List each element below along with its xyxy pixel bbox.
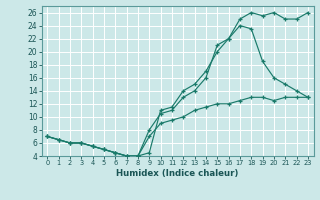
X-axis label: Humidex (Indice chaleur): Humidex (Indice chaleur) xyxy=(116,169,239,178)
